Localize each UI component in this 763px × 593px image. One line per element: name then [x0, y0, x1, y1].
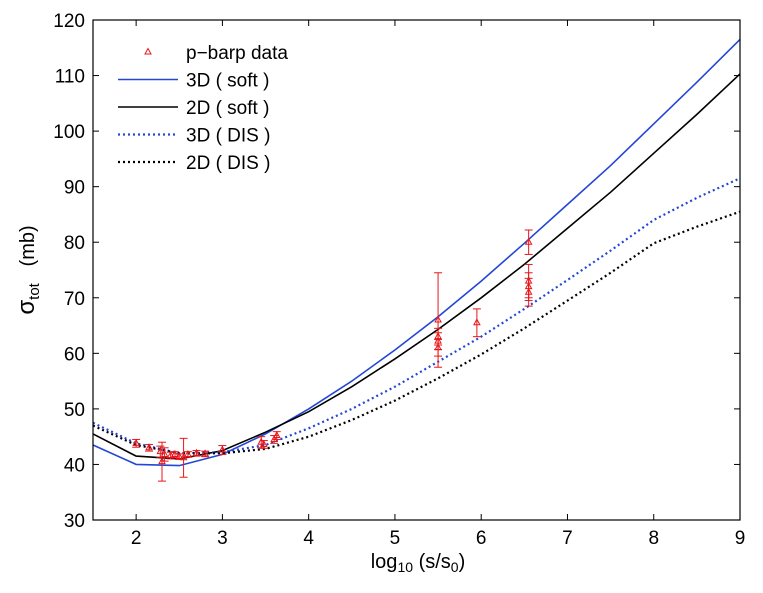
data-point	[218, 445, 227, 455]
y-tick-label: 100	[53, 122, 85, 143]
triangle-marker	[201, 449, 209, 457]
y-tick-label: 110	[55, 67, 85, 88]
triangle-marker	[434, 343, 442, 351]
y-axis-label: σtot (mb)	[13, 225, 43, 314]
y-tick-label: 70	[64, 289, 85, 310]
data-point	[524, 229, 533, 255]
x-tick-label: 7	[562, 528, 573, 549]
legend-label: 3D ( soft )	[186, 71, 269, 92]
triangle-marker	[192, 448, 201, 456]
series-line-3d-soft	[92, 38, 741, 467]
y-tick-label: 60	[64, 344, 85, 365]
data-point	[158, 441, 167, 482]
triangle-marker	[132, 438, 140, 446]
legend-label: 2D ( soft )	[186, 98, 269, 119]
triangle-marker	[524, 287, 533, 295]
data-point	[132, 438, 141, 448]
triangle-marker	[270, 434, 279, 442]
data-point	[183, 449, 192, 458]
x-axis-label: log10 (s/s0)	[371, 551, 466, 575]
data-point	[179, 437, 188, 478]
plot-series	[92, 38, 741, 467]
x-tick-label: 5	[390, 528, 401, 549]
series-line-3d-dis	[92, 177, 741, 455]
x-tick-label: 4	[303, 528, 314, 549]
triangle-marker	[259, 439, 268, 447]
data-point	[166, 451, 175, 460]
triangle-marker	[175, 452, 184, 460]
triangle-marker	[218, 445, 227, 453]
data-point	[192, 448, 201, 457]
x-tick-label: 3	[217, 528, 228, 549]
axes: 2 3 4 5 6 7 8 9 30 40 50 60 70 80 90 100 110 120	[53, 11, 745, 549]
series-line-2d-soft	[92, 73, 741, 460]
y-tick-label: 50	[64, 400, 85, 421]
legend-item: 3D ( DIS )	[118, 126, 270, 147]
legend: p−barp data 3D ( soft ) 2D ( soft ) 3D ( DI…	[118, 43, 288, 174]
x-tick-label: 6	[476, 528, 487, 549]
legend-item: 2D ( DIS )	[118, 153, 270, 174]
triangle-marker	[160, 449, 169, 457]
legend-item: 3D ( soft )	[118, 71, 269, 92]
data-point	[472, 308, 481, 338]
triangle-marker	[145, 443, 153, 451]
x-tick-label: 9	[735, 528, 746, 549]
data-point	[160, 447, 169, 462]
data-point	[145, 443, 154, 452]
data-point	[272, 431, 281, 440]
x-tick-label: 8	[648, 528, 659, 549]
legend-item: 2D ( soft )	[118, 98, 269, 119]
series-line-2d-dis	[92, 210, 741, 455]
triangle-marker	[257, 437, 266, 445]
legend-label: p−barp data	[186, 43, 288, 64]
data-point	[201, 449, 210, 458]
triangle-marker	[184, 449, 192, 457]
legend-marker	[144, 47, 152, 55]
y-tick-label: 30	[64, 511, 85, 532]
y-tick-label: 120	[53, 11, 85, 32]
x-tick-label: 2	[131, 528, 142, 549]
data-point	[434, 338, 443, 357]
legend-label: 3D ( DIS )	[186, 126, 270, 147]
triangle-marker	[166, 451, 175, 459]
legend-label: 2D ( DIS )	[186, 153, 270, 174]
y-tick-label: 80	[64, 233, 85, 254]
y-tick-label: 90	[64, 178, 85, 199]
triangle-marker	[434, 315, 442, 323]
triangle-marker	[473, 318, 481, 326]
y-tick-label: 40	[64, 455, 85, 476]
triangle-marker	[272, 431, 281, 439]
triangle-marker	[524, 237, 533, 245]
plot-points	[132, 229, 533, 482]
data-point	[259, 439, 268, 449]
plot-frame	[92, 19, 741, 521]
data-point	[524, 277, 533, 307]
legend-item: p−barp data	[144, 43, 288, 64]
